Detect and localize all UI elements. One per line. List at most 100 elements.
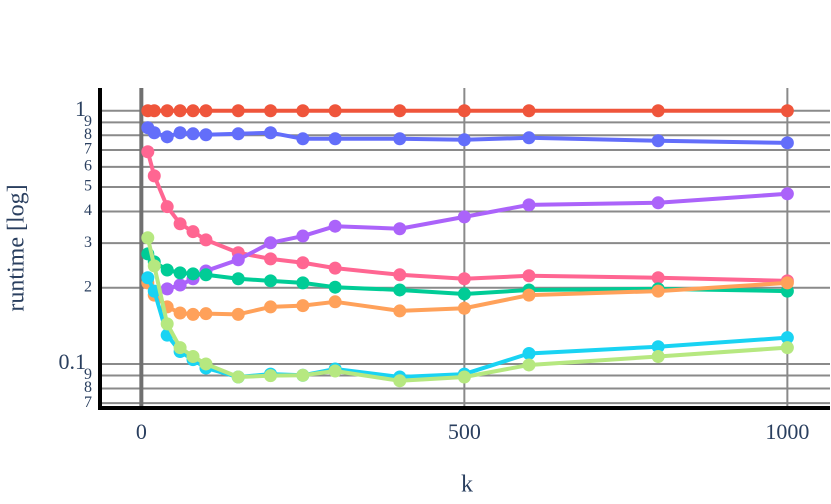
- data-point: [393, 222, 407, 236]
- y-tick-label: 2: [84, 278, 92, 295]
- data-point: [651, 284, 665, 298]
- data-point: [264, 104, 278, 118]
- data-point: [160, 130, 174, 144]
- data-point: [457, 104, 471, 118]
- data-point: [199, 104, 213, 118]
- x-tick-label: 500: [448, 419, 481, 444]
- data-point: [651, 350, 665, 364]
- y-tick-label: 5: [84, 178, 92, 195]
- data-point: [296, 368, 310, 382]
- data-point: [296, 299, 310, 313]
- data-point: [141, 271, 155, 285]
- data-point: [199, 357, 213, 371]
- y-tick-label: 4: [84, 202, 92, 219]
- data-point: [173, 217, 187, 231]
- y-tick-label: 6: [84, 158, 92, 175]
- data-point: [522, 198, 536, 212]
- data-point: [651, 340, 665, 354]
- data-point: [522, 346, 536, 360]
- data-point: [264, 274, 278, 288]
- data-point: [522, 358, 536, 372]
- y-tick-label: 1: [75, 96, 86, 121]
- data-point: [393, 374, 407, 388]
- data-point: [173, 306, 187, 320]
- data-point: [457, 210, 471, 224]
- data-point: [651, 271, 665, 285]
- data-point: [457, 272, 471, 286]
- y-tick-label: 8: [84, 379, 92, 396]
- data-point: [186, 307, 200, 321]
- y-tick-label: 7: [84, 141, 92, 158]
- data-point: [296, 256, 310, 270]
- x-tick-label: 1000: [765, 419, 809, 444]
- y-tick-label: 9: [84, 366, 92, 383]
- data-point: [264, 300, 278, 314]
- data-point: [296, 229, 310, 243]
- data-point: [296, 104, 310, 118]
- data-point: [457, 370, 471, 384]
- data-point: [296, 132, 310, 146]
- data-point: [328, 104, 342, 118]
- data-point: [393, 304, 407, 318]
- data-point: [199, 307, 213, 321]
- data-point: [186, 104, 200, 118]
- data-point: [328, 295, 342, 309]
- data-point: [393, 104, 407, 118]
- data-point: [160, 200, 174, 214]
- data-point: [186, 127, 200, 141]
- data-point: [264, 369, 278, 383]
- data-point: [328, 364, 342, 378]
- data-point: [328, 280, 342, 294]
- data-point: [651, 134, 665, 148]
- data-point: [160, 317, 174, 331]
- data-point: [296, 276, 310, 290]
- data-point: [780, 341, 794, 355]
- data-point: [173, 278, 187, 292]
- data-point: [147, 104, 161, 118]
- y-tick-label: 3: [84, 234, 92, 251]
- data-point: [651, 196, 665, 210]
- data-point: [264, 252, 278, 266]
- data-point: [780, 187, 794, 201]
- data-point: [141, 145, 155, 159]
- data-point: [522, 269, 536, 283]
- data-point: [264, 236, 278, 250]
- x-axis-label: k: [461, 472, 473, 498]
- data-point: [186, 267, 200, 281]
- data-point: [231, 104, 245, 118]
- data-point: [173, 341, 187, 355]
- data-point: [328, 219, 342, 233]
- data-point: [147, 259, 161, 273]
- data-point: [231, 272, 245, 286]
- data-point: [264, 126, 278, 140]
- data-point: [780, 331, 794, 345]
- data-point: [328, 132, 342, 146]
- data-point: [173, 104, 187, 118]
- data-point: [173, 266, 187, 280]
- data-point: [231, 370, 245, 384]
- y-tick-label: 9: [84, 113, 92, 130]
- grid: [100, 88, 830, 408]
- data-point: [651, 104, 665, 118]
- data-point: [522, 131, 536, 145]
- data-point: [780, 276, 794, 290]
- data-point: [780, 104, 794, 118]
- data-point: [522, 288, 536, 302]
- y-axis-label: runtime [log]: [4, 184, 30, 311]
- y-tick-label: 7: [84, 394, 92, 411]
- data-point: [160, 263, 174, 277]
- x-tick-label: 0: [136, 419, 147, 444]
- series-line: [166, 191, 788, 291]
- data-point: [457, 133, 471, 147]
- data-point: [160, 282, 174, 296]
- data-point: [199, 268, 213, 282]
- data-point: [186, 225, 200, 239]
- data-point: [173, 126, 187, 140]
- data-point: [328, 261, 342, 275]
- data-point: [147, 126, 161, 140]
- data-point: [160, 104, 174, 118]
- data-point: [199, 233, 213, 247]
- y-tick-label: 0.1: [59, 349, 87, 374]
- data-point: [231, 307, 245, 321]
